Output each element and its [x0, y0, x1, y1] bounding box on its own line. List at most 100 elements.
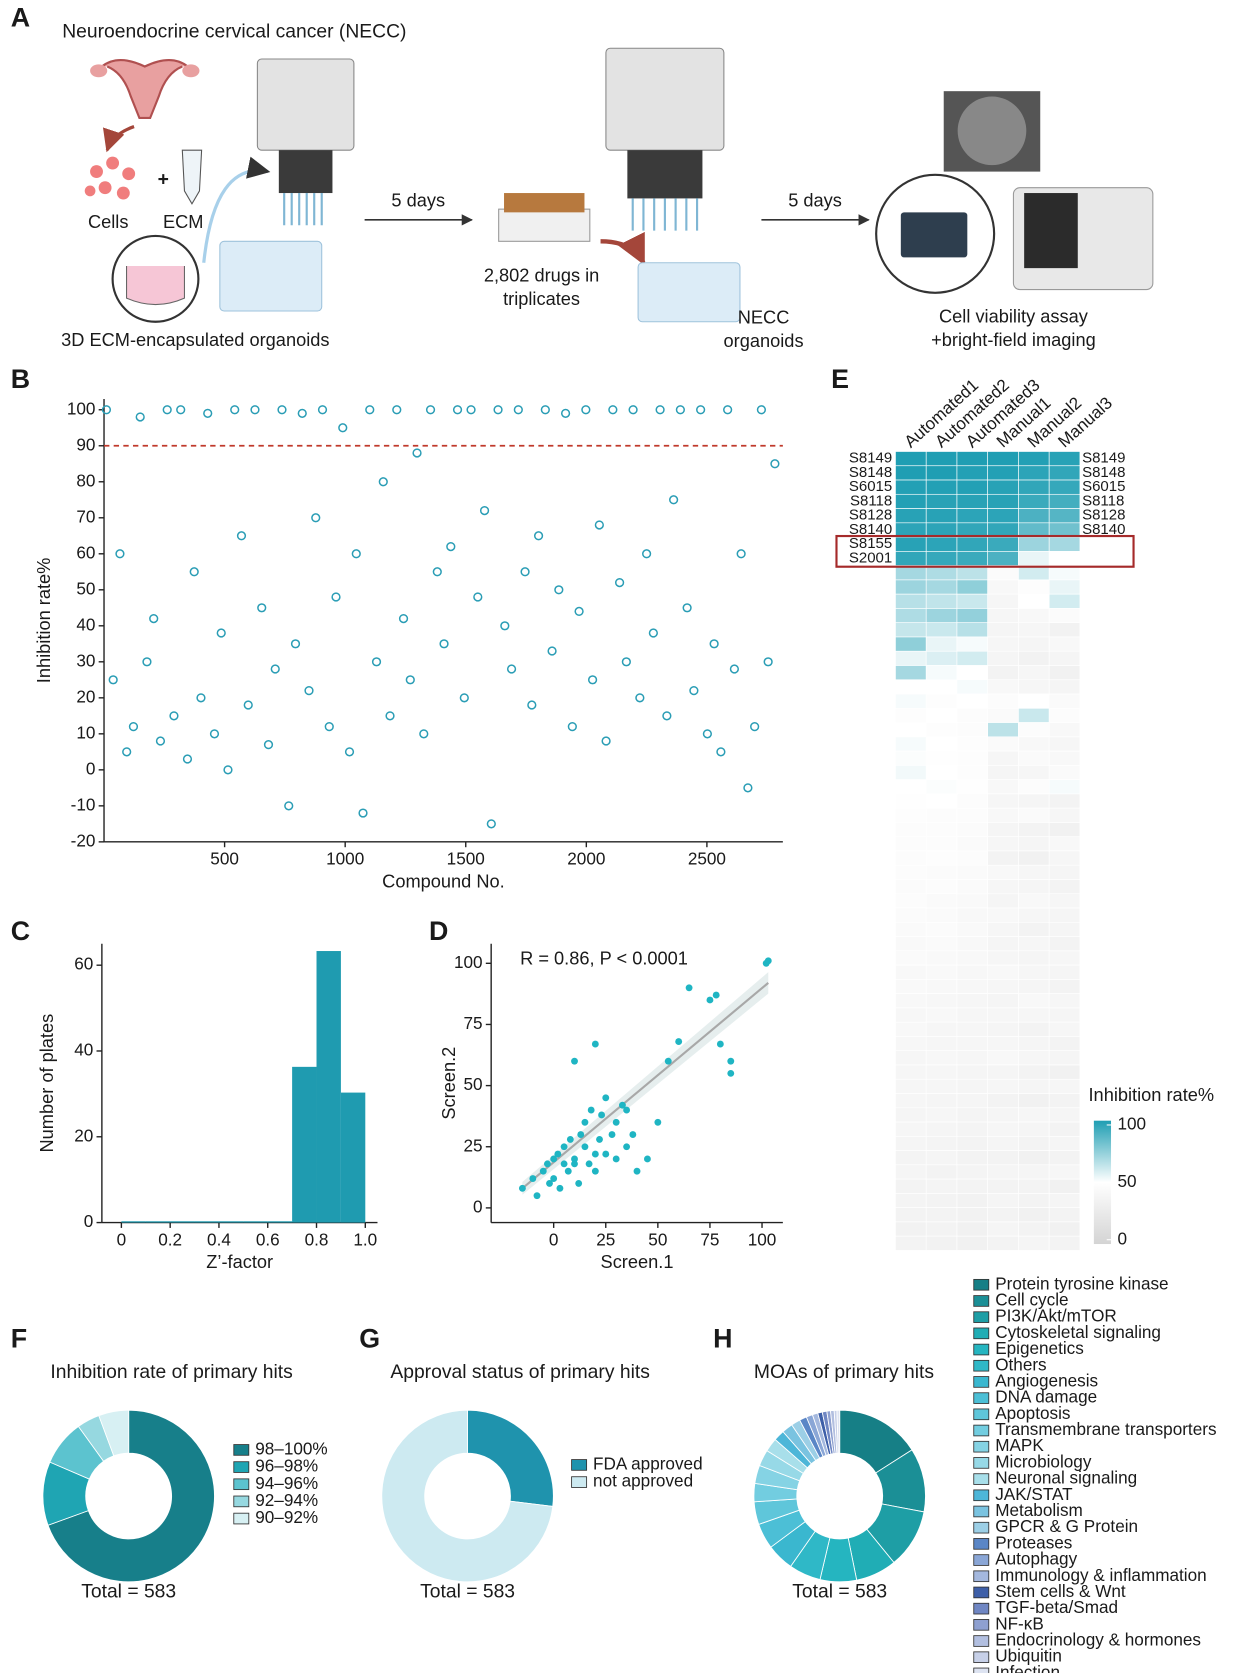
heatmap-cell: [926, 1051, 957, 1065]
data-point: [379, 478, 387, 486]
data-point: [737, 550, 745, 558]
y-tick-label: 0: [86, 758, 96, 778]
legend-swatch: [974, 1522, 989, 1533]
heatmap-cell: [926, 922, 957, 936]
robot-icon: [606, 48, 724, 150]
data-point: [413, 449, 421, 457]
drugs-label: triplicates: [503, 288, 580, 309]
heatmap-cell: [926, 822, 957, 836]
heatmap-cell: [1049, 480, 1080, 494]
data-point: [529, 1175, 536, 1182]
legend-swatch: [974, 1587, 989, 1598]
histogram-bar: [243, 1221, 267, 1222]
page: {"panel_a": {"panel": "A", "title": "Neu…: [0, 0, 1244, 1673]
data-point: [623, 1143, 630, 1150]
drug-plate: [499, 209, 590, 241]
data-point: [561, 1143, 568, 1150]
heatmap-cell: [1018, 594, 1049, 608]
total-label: Total = 583: [420, 1582, 515, 1603]
data-point: [339, 424, 347, 432]
legend-swatch: [234, 1496, 249, 1507]
heatmap-cell: [957, 794, 988, 808]
heatmap-cell: [1049, 751, 1080, 765]
heatmap-cell: [1049, 1193, 1080, 1207]
drug-plate-top: [504, 193, 584, 212]
heatmap-cell: [1018, 452, 1049, 466]
heatmap-cell: [926, 509, 957, 523]
data-point: [643, 550, 651, 558]
x-axis-label: Z’-factor: [206, 1251, 273, 1272]
heatmap-cell: [957, 851, 988, 865]
heatmap-cell: [895, 551, 926, 565]
data-point: [519, 1185, 526, 1192]
heatmap-cell: [895, 979, 926, 993]
heatmap-cell: [1018, 837, 1049, 851]
heatmap-cell: [895, 1051, 926, 1065]
heatmap-cell: [926, 708, 957, 722]
legend-swatch: [974, 1652, 989, 1663]
heatmap-cell: [1018, 651, 1049, 665]
heatmap-cell: [926, 737, 957, 751]
data-point: [724, 406, 732, 414]
data-point: [278, 406, 286, 414]
heatmap-cell: [1049, 694, 1080, 708]
heatmap-cell: [957, 965, 988, 979]
data-point: [224, 766, 232, 774]
data-point: [285, 802, 293, 810]
data-point: [602, 1094, 609, 1101]
heatmap-cell: [1018, 1236, 1049, 1250]
heatmap-cell: [957, 837, 988, 851]
heatmap-cell: [895, 937, 926, 951]
heatmap-cell: [988, 452, 1019, 466]
y-tick-label: 50: [464, 1074, 483, 1094]
heatmap-cell: [895, 794, 926, 808]
heatmap-cell: [926, 1065, 957, 1079]
histogram-bar: [268, 1221, 292, 1222]
total-label: Total = 583: [792, 1582, 887, 1603]
heatmap-cell: [1049, 1151, 1080, 1165]
data-point: [130, 723, 138, 731]
heatmap-cell: [957, 708, 988, 722]
data-point: [609, 1131, 616, 1138]
heatmap-cell: [926, 1222, 957, 1236]
panel-letter: B: [11, 364, 30, 394]
data-point: [204, 409, 212, 417]
heatmap-cell: [1049, 666, 1080, 680]
heatmap-cell: [926, 1165, 957, 1179]
panel-letter: H: [713, 1324, 732, 1354]
heatmap-cell: [988, 1051, 1019, 1065]
heatmap-cell: [1049, 979, 1080, 993]
x-tick-label: 1000: [326, 849, 364, 869]
data-point: [697, 406, 705, 414]
tube-icon: [182, 150, 201, 204]
heatmap-cell: [1018, 1036, 1049, 1050]
heatmap-cell: [1018, 865, 1049, 879]
heatmap-cell: [957, 908, 988, 922]
heatmap-cell: [1049, 637, 1080, 651]
heatmap-cell: [926, 1108, 957, 1122]
heatmap-cell: [1049, 1222, 1080, 1236]
heatmap-cell: [988, 965, 1019, 979]
heatmap-cell: [1049, 922, 1080, 936]
heatmap-cell: [926, 537, 957, 551]
data-point: [501, 622, 509, 630]
x-tick-label: 2500: [688, 849, 726, 869]
heatmap-cell: [957, 737, 988, 751]
heatmap-cell: [926, 1122, 957, 1136]
ovary-icon: [182, 64, 199, 77]
heatmap-cell: [926, 751, 957, 765]
heatmap-cell: [1049, 908, 1080, 922]
heatmap-cell: [895, 466, 926, 480]
data-point: [717, 1041, 724, 1048]
heatmap-cell: [895, 865, 926, 879]
heatmap-cell: [1018, 680, 1049, 694]
heatmap-cell: [957, 694, 988, 708]
data-point: [136, 413, 144, 421]
data-point: [184, 755, 192, 763]
heatmap-cell: [926, 894, 957, 908]
heatmap-cell: [988, 794, 1019, 808]
heatmap-cell: [926, 808, 957, 822]
heatmap-cell: [1049, 1036, 1080, 1050]
data-point: [650, 629, 658, 637]
heatmap-cell: [895, 694, 926, 708]
